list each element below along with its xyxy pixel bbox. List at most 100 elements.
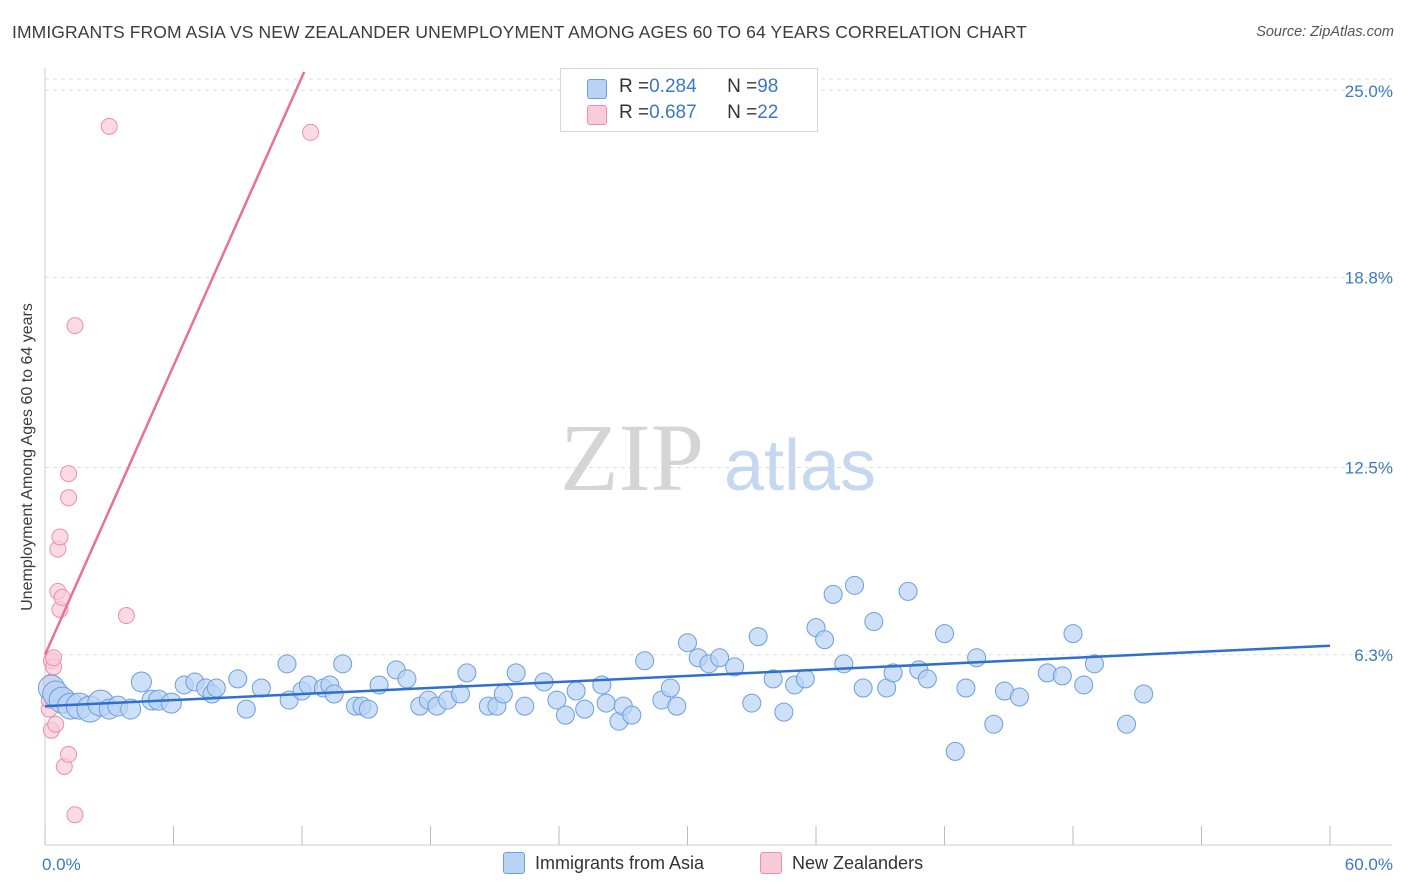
asia-point (450, 684, 470, 704)
asia-point (333, 654, 353, 674)
asia-point (547, 690, 567, 710)
legend-swatch-blue (587, 79, 607, 99)
watermark: ZIP atlas (560, 404, 876, 511)
asia-point (898, 581, 918, 601)
asia-point (635, 651, 655, 671)
y-tick-label: 6.3% (1354, 646, 1393, 665)
bottom-legend-asia: Immigrants from Asia (503, 852, 704, 874)
nz-point (60, 745, 78, 763)
asia-point (678, 633, 697, 653)
nz-point (60, 489, 78, 507)
legend-swatch-pink (587, 105, 607, 125)
nz-point (51, 528, 69, 546)
chart-title: IMMIGRANTS FROM ASIA VS NEW ZEALANDER UN… (12, 22, 1027, 42)
bottom-swatch-pink (760, 852, 782, 874)
nz-point (66, 317, 84, 335)
asia-point (1074, 675, 1094, 695)
legend-r-value: 0.687 (649, 102, 697, 123)
asia-point (1063, 624, 1083, 644)
asia-point (120, 698, 142, 720)
asia-point (853, 678, 873, 698)
asia-point (967, 648, 987, 668)
asia-trend-line (44, 644, 1331, 708)
asia-point (763, 669, 783, 689)
legend-r-label: R = (619, 76, 650, 97)
asia-point (236, 699, 256, 719)
asia-points (37, 575, 1154, 761)
bottom-legend-label: Immigrants from Asia (535, 852, 705, 873)
correlation-legend: R = 0.284 N = 98 R = 0.687 N = 22 (560, 68, 818, 132)
asia-point (710, 648, 730, 668)
asia-point (795, 669, 815, 689)
asia-point (815, 630, 835, 650)
asia-point (935, 624, 954, 644)
nz-trend-line (43, 71, 306, 656)
watermark-zip: ZIP (560, 404, 704, 511)
asia-point (823, 584, 843, 604)
bottom-swatch-blue (503, 852, 525, 874)
asia-point (397, 669, 417, 689)
legend-row-asia: R = 0.284 N = 98 (619, 75, 778, 99)
asia-point (834, 654, 854, 674)
asia-point (277, 654, 297, 674)
asia-point (130, 671, 152, 693)
asia-point (555, 705, 575, 725)
asia-point (742, 693, 762, 713)
nz-point (45, 649, 63, 667)
source-label: Source: ZipAtlas.com (1256, 24, 1394, 40)
y-axis-label: Unemployment Among Ages 60 to 64 years (19, 303, 36, 611)
asia-point (1009, 687, 1029, 707)
asia-point (457, 663, 477, 683)
asia-point (945, 741, 965, 761)
nz-point (100, 117, 118, 135)
asia-point (515, 696, 535, 716)
asia-point (160, 692, 182, 714)
asia-point (575, 699, 595, 719)
y-tick-label: 18.8% (1345, 268, 1393, 287)
asia-point (1084, 654, 1104, 674)
asia-point (864, 612, 884, 632)
y-tick-label: 25.0% (1345, 82, 1393, 101)
asia-point (774, 702, 794, 722)
asia-point (956, 678, 976, 698)
asia-point (1134, 684, 1154, 704)
nz-point (60, 465, 78, 483)
asia-point (596, 693, 616, 713)
gridlines (45, 78, 1392, 656)
asia-point (206, 678, 226, 698)
tick-labels: 6.3% 12.5% 18.8% 25.0% 0.0% 60.0% (42, 82, 1393, 874)
asia-point (622, 705, 642, 725)
bottom-legend-label: New Zealanders (792, 852, 924, 873)
asia-point (845, 575, 865, 595)
asia-point (506, 663, 526, 683)
bottom-legend-nz: New Zealanders (760, 852, 923, 874)
asia-point (748, 627, 768, 647)
asia-point (667, 696, 687, 716)
x-tick-label-max: 60.0% (1345, 855, 1393, 874)
asia-point (1117, 714, 1137, 734)
legend-r-label: R = (619, 102, 650, 123)
legend-r-value: 0.284 (649, 76, 697, 97)
asia-point (228, 669, 248, 689)
legend-n-value: 22 (757, 102, 779, 123)
nz-point (302, 123, 320, 141)
asia-point (917, 669, 937, 689)
legend-n-value: 98 (757, 76, 779, 97)
nz-point (47, 715, 65, 733)
nz-point (66, 806, 84, 824)
asia-point (883, 663, 903, 683)
watermark-atlas: atlas (724, 426, 876, 506)
asia-point (1052, 666, 1072, 686)
legend-n-label: N = (727, 76, 758, 97)
asia-point (660, 678, 680, 698)
legend-n-label: N = (727, 102, 758, 123)
nz-point (117, 607, 135, 625)
x-tick-label-min: 0.0% (42, 855, 81, 874)
trend-lines (43, 71, 1331, 708)
asia-point (725, 657, 745, 677)
axes (44, 68, 1392, 846)
asia-point (984, 714, 1004, 734)
legend-row-nz: R = 0.687 N = 22 (619, 101, 778, 125)
asia-point (251, 678, 271, 698)
